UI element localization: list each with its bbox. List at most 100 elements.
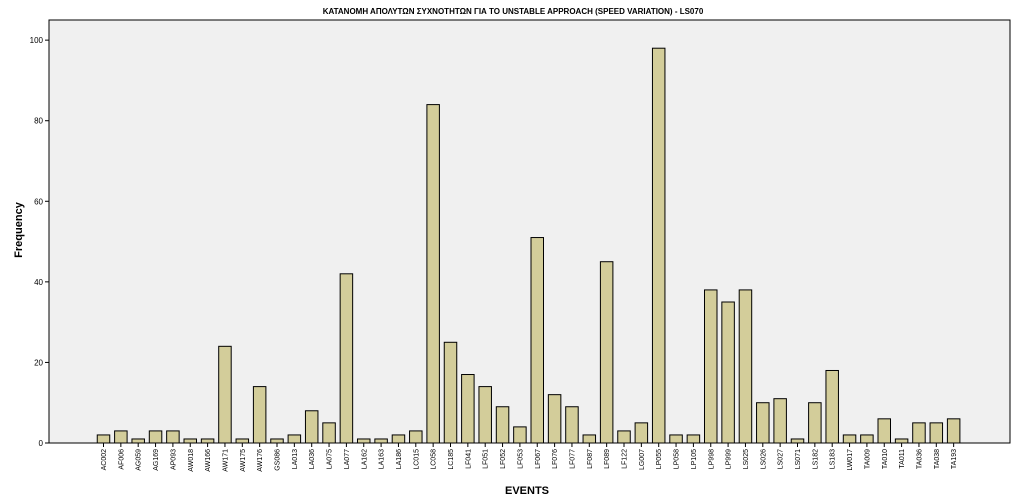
bar-ta193 <box>946 418 961 444</box>
x-tick-label: LG007 <box>639 449 646 470</box>
bar-aw176 <box>252 386 267 444</box>
bar-lf077 <box>565 406 579 444</box>
x-tick-label: LP058 <box>674 449 681 469</box>
bars-group <box>96 47 961 444</box>
bar-af006 <box>114 430 128 444</box>
x-tick-label: LA163 <box>379 449 386 469</box>
y-tick-label: 100 <box>30 36 44 45</box>
x-tick-label: LP999 <box>726 449 733 469</box>
x-tick-label: LF067 <box>535 449 542 469</box>
bar-ls025 <box>738 289 753 444</box>
y-tick-label: 0 <box>39 439 44 448</box>
y-tick-label: 40 <box>34 278 43 287</box>
y-tick-label: 60 <box>34 197 43 206</box>
chart-title: ΚΑΤΑΝΟΜΗ ΑΠΟΛΥΤΩΝ ΣΥΧΝΟΤΗΤΩΝ ΓΙΑ ΤΟ UNST… <box>323 7 704 16</box>
x-tick-label: TA010 <box>882 449 889 469</box>
bar-lf076 <box>547 394 562 444</box>
bar-la163 <box>374 438 388 444</box>
bar-lf051 <box>478 386 492 444</box>
x-tick-label: AC002 <box>101 449 108 471</box>
x-tick-label: LF052 <box>500 449 507 469</box>
bar-la036 <box>304 410 319 444</box>
x-tick-label: AP093 <box>170 449 177 470</box>
x-tick-label: LC058 <box>431 449 438 470</box>
x-tick-label: LW017 <box>847 449 854 471</box>
bar-la013 <box>287 434 302 444</box>
x-tick-label: TA009 <box>864 449 871 469</box>
bar-lc185 <box>443 341 458 444</box>
x-tick-label: LA186 <box>396 449 403 469</box>
x-tick-label: LF077 <box>569 449 576 469</box>
bar-ls183 <box>825 369 839 444</box>
x-tick-label: LP055 <box>656 449 663 469</box>
x-tick-label: LS025 <box>743 449 750 469</box>
x-tick-label: LA036 <box>309 449 316 469</box>
x-tick-label: LA013 <box>292 449 299 469</box>
x-tick-label: LF051 <box>483 449 490 469</box>
bar-ap093 <box>166 430 180 444</box>
x-tick-label: TA036 <box>916 449 923 469</box>
bar-la186 <box>391 434 406 444</box>
bar-ls026 <box>756 402 770 444</box>
bar-lf089 <box>599 261 614 444</box>
bar-ag169 <box>148 430 163 444</box>
bar-lf122 <box>617 430 631 444</box>
x-axis: AC002 AF006 AG059 AG169 AP093 AW018 AW166 AW171… <box>101 443 958 472</box>
x-tick-label: GS086 <box>275 449 282 471</box>
bar-aw166 <box>200 438 215 444</box>
bar-lf041 <box>461 374 475 444</box>
bar-lc015 <box>409 430 423 444</box>
x-tick-label: LF122 <box>622 449 629 469</box>
x-tick-label: AG169 <box>153 449 160 471</box>
bar-lg007 <box>634 422 649 444</box>
x-tick-label: TA011 <box>899 449 906 469</box>
bar-lf067 <box>530 237 544 444</box>
bar-lp055 <box>651 47 666 444</box>
x-tick-label: AF006 <box>118 449 125 470</box>
x-tick-label: LF053 <box>517 449 524 469</box>
x-tick-label: LF041 <box>465 449 472 469</box>
x-tick-label: LS027 <box>778 449 785 469</box>
y-axis: 0 20 40 60 80 100 <box>30 36 49 448</box>
bar-ta011 <box>894 438 909 444</box>
bar-lf087 <box>582 434 597 444</box>
bar-la077 <box>339 273 354 444</box>
bar-lf053 <box>513 426 527 444</box>
bar-lp058 <box>669 434 683 444</box>
x-tick-label: AW166 <box>205 449 212 472</box>
bar-lp105 <box>686 434 701 444</box>
bar-lw017 <box>842 434 857 444</box>
bar-ta036 <box>912 422 926 444</box>
plot-area <box>48 19 1011 444</box>
x-tick-label: LS026 <box>760 449 767 469</box>
bar-ls182 <box>808 402 822 444</box>
x-tick-label: LA075 <box>327 449 334 469</box>
bar-ta038 <box>929 422 944 444</box>
bar-la162 <box>357 438 371 444</box>
y-tick-label: 80 <box>34 117 43 126</box>
bar-ac002 <box>96 434 111 444</box>
bar-ls027 <box>773 398 787 444</box>
bar-ta010 <box>877 418 891 444</box>
x-tick-label: LA077 <box>344 449 351 469</box>
bar-aw175 <box>235 438 250 444</box>
y-axis-label: Frequency <box>13 201 25 258</box>
x-tick-label: LP105 <box>691 449 698 469</box>
x-tick-label: AW171 <box>222 449 229 472</box>
x-tick-label: LS183 <box>830 449 837 469</box>
x-tick-label: LP998 <box>708 449 715 469</box>
x-axis-label: EVENTS <box>505 485 549 497</box>
x-tick-label: LS071 <box>795 449 802 469</box>
bar-lp999 <box>721 301 735 444</box>
x-tick-label: LA162 <box>361 449 368 469</box>
x-tick-label: AW018 <box>188 449 195 472</box>
bar-la075 <box>322 422 336 444</box>
bar-lf052 <box>495 406 510 444</box>
x-tick-label: AG059 <box>136 449 143 471</box>
y-tick-label: 20 <box>34 358 43 367</box>
x-tick-label: LF087 <box>587 449 594 469</box>
bar-lp998 <box>704 289 718 444</box>
x-tick-label: AW176 <box>257 449 264 472</box>
x-tick-label: LS182 <box>812 449 819 469</box>
